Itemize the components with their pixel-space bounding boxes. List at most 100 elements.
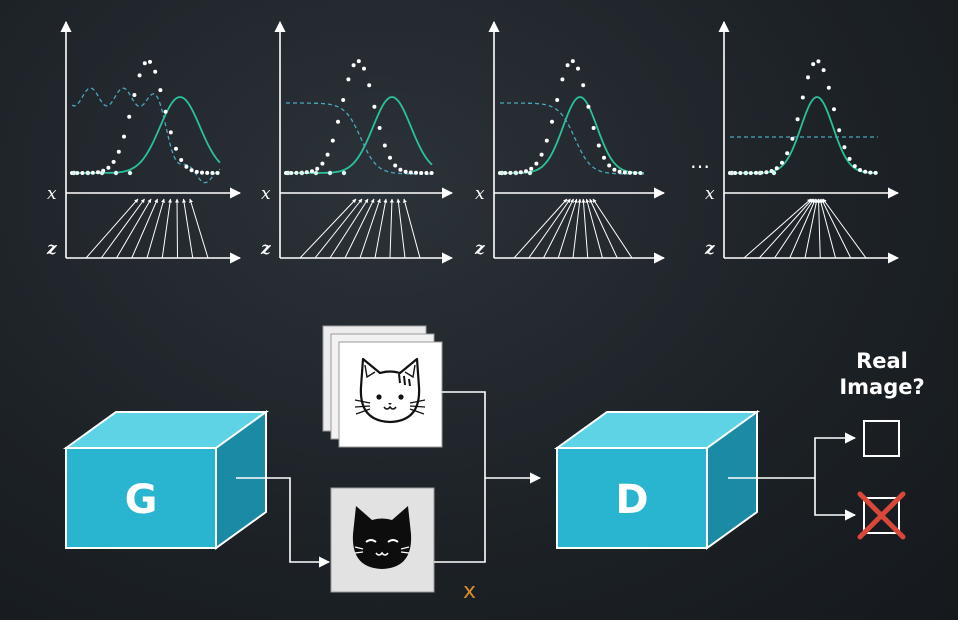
baseline-dot <box>285 170 291 176</box>
mapping-line <box>403 198 421 259</box>
mapping-line <box>359 198 381 259</box>
data-distribution-dot <box>189 168 194 173</box>
data-distribution-dot <box>764 170 769 175</box>
data-distribution-dot <box>429 171 434 175</box>
mapping-line <box>146 198 165 259</box>
mapping-line <box>581 198 589 259</box>
data-distribution-dot <box>179 158 184 162</box>
data-distribution-dot <box>800 95 805 100</box>
data-distribution-dot <box>414 170 418 175</box>
data-distribution-dot <box>116 149 121 154</box>
mapping-line <box>161 198 172 259</box>
data-distribution-dot <box>403 169 408 174</box>
data-distribution-dot <box>591 126 596 130</box>
generator-label: G <box>125 477 158 523</box>
mapping-line <box>592 198 633 259</box>
data-distribution-dot <box>362 66 366 71</box>
data-distribution-dot <box>153 69 158 74</box>
cross-mark-icon <box>857 491 906 540</box>
data-distribution-dot <box>806 75 810 80</box>
mapping-line <box>513 198 568 259</box>
z-axis-label: z <box>260 239 271 259</box>
baseline-dot <box>757 170 763 176</box>
data-distribution-dot <box>576 66 580 71</box>
data-distribution-dot <box>790 136 795 141</box>
mapping-line <box>85 198 139 259</box>
mapping-line <box>344 198 375 259</box>
data-distribution-dot <box>738 171 743 175</box>
x-axis-label: x <box>705 184 715 204</box>
data-distribution-dot <box>821 68 826 73</box>
discriminator-curve <box>286 102 432 175</box>
data-distribution-dot <box>168 130 173 135</box>
generator-block: G <box>62 410 270 550</box>
generator-density-curve <box>286 96 433 174</box>
data-distribution-dot <box>524 169 528 174</box>
data-distribution-dot <box>754 170 758 175</box>
data-distribution-dot <box>336 119 340 124</box>
baseline-dot <box>299 170 305 176</box>
data-distribution-dot <box>816 59 821 64</box>
generator-density-curve <box>72 96 221 174</box>
data-distribution-dot <box>96 170 100 175</box>
x-axis-label: x <box>261 184 271 204</box>
baseline-dot <box>113 170 119 176</box>
data-distribution-dot <box>733 171 738 175</box>
data-distribution-dot <box>633 171 638 175</box>
data-distribution-dot <box>388 155 392 160</box>
data-distribution-dot <box>544 138 549 143</box>
data-distribution-dot <box>785 151 790 156</box>
z-axis-label: z <box>704 239 715 259</box>
discriminator-curve <box>500 102 644 175</box>
data-distribution-dot <box>377 126 382 130</box>
data-distribution-dot <box>194 169 199 174</box>
baseline-dot <box>771 170 777 176</box>
data-distribution-dot <box>581 83 586 88</box>
data-distribution-dot <box>863 169 868 174</box>
data-distribution-dot <box>351 63 356 68</box>
baseline-dot <box>99 170 105 176</box>
baseline-dot <box>71 170 77 176</box>
mapping-line <box>182 198 194 259</box>
baseline-dot <box>729 170 735 176</box>
data-distribution-dot <box>90 170 95 175</box>
mapping-line <box>821 198 852 259</box>
data-distribution-dot <box>795 117 800 122</box>
real-cat-icon <box>354 357 426 424</box>
mapping-line <box>100 198 145 259</box>
connectors <box>236 391 857 568</box>
fake-cat-icon <box>352 506 412 569</box>
g-to-fake-arrow <box>236 477 331 568</box>
data-distribution-dot <box>847 156 852 161</box>
data-distribution-dot <box>508 170 513 175</box>
data-distribution-dot <box>127 114 132 119</box>
data-distribution-dot <box>341 98 346 102</box>
x-axis-label: x <box>475 184 485 204</box>
mapping-line <box>822 198 867 259</box>
baseline-dot <box>127 170 133 176</box>
ellipsis: … <box>690 149 710 173</box>
data-distribution-dot <box>555 98 560 102</box>
mapping-line <box>589 198 618 259</box>
data-distribution-dot <box>356 59 361 64</box>
data-distribution-dot <box>205 170 210 175</box>
data-distribution-dot <box>80 171 85 175</box>
baseline-dot <box>327 170 333 176</box>
data-distribution-dot <box>539 152 544 157</box>
d-to-real-arrow <box>814 432 857 478</box>
data-distribution-dot <box>565 63 570 68</box>
panel-3: xz <box>474 20 666 264</box>
baseline-dot <box>85 170 91 176</box>
data-distribution-dot <box>550 119 554 124</box>
generator-density-curve <box>500 96 644 174</box>
mapping-line <box>789 198 816 259</box>
data-distribution-dot <box>570 59 575 64</box>
data-distribution-dot <box>638 171 643 175</box>
mapping-line <box>818 198 836 259</box>
mapping-line <box>189 198 209 259</box>
mapping-line <box>175 198 180 259</box>
data-distribution-dot <box>304 170 309 175</box>
real-image-question-line2: Image? <box>839 375 924 399</box>
baseline-dot <box>527 170 533 176</box>
